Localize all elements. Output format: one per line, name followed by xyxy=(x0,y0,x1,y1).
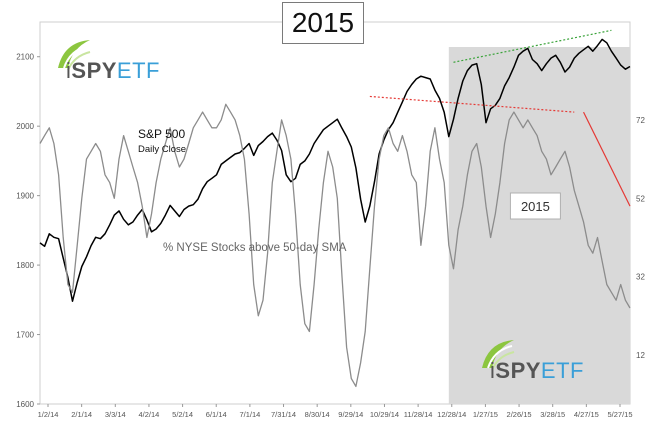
sp500-sublabel: Daily Close xyxy=(138,144,186,155)
shaded-region-label-box xyxy=(509,192,561,220)
x-tick-label: 4/27/15 xyxy=(574,410,599,419)
shaded-region-label: 2015 xyxy=(521,199,550,214)
x-tick-label: 2/1/14 xyxy=(71,410,92,419)
x-tick-label: 5/2/14 xyxy=(172,410,193,419)
logo-swoosh-icon xyxy=(482,340,515,371)
x-tick-label: 5/27/15 xyxy=(607,410,632,419)
shaded-region-2015 xyxy=(448,47,630,404)
y-left-tick-label: 1700 xyxy=(16,331,34,340)
y-right-tick-label: 32 xyxy=(636,273,645,282)
logo-spy: SPY xyxy=(495,358,541,383)
y-right-tick-label: 72 xyxy=(636,116,645,125)
nyse-breadth-line xyxy=(39,103,631,388)
x-tick-label: 7/31/14 xyxy=(271,410,296,419)
logo-etf: ETF xyxy=(540,358,584,383)
x-tick-label: 6/1/14 xyxy=(206,410,227,419)
trendline-0 xyxy=(453,29,612,63)
y-left-tick-label: 1600 xyxy=(16,400,34,409)
x-tick-label: 10/29/14 xyxy=(370,410,399,419)
x-tick-label: 1/2/14 xyxy=(38,410,59,419)
x-tick-label: 4/2/14 xyxy=(139,410,160,419)
y-right-tick-label: 12 xyxy=(636,351,645,360)
x-tick-label: 11/28/14 xyxy=(404,410,433,419)
sp500-line xyxy=(39,38,631,302)
x-tick-label: 3/28/15 xyxy=(540,410,565,419)
logo-etf: ETF xyxy=(116,58,160,83)
y-left-tick-label: 1800 xyxy=(16,261,34,270)
y-left-tick-label: 2000 xyxy=(16,122,34,131)
y-right-tick-label: 52 xyxy=(636,194,645,203)
ispyetf-logo-top: iSPYETF xyxy=(52,38,172,90)
x-tick-label: 2/26/15 xyxy=(507,410,532,419)
x-tick-label: 7/1/14 xyxy=(239,410,260,419)
x-tick-label: 9/29/14 xyxy=(338,410,363,419)
logo-i: i xyxy=(490,358,496,383)
x-tick-label: 12/28/14 xyxy=(437,410,466,419)
logo-i: i xyxy=(66,58,72,83)
y-left-tick-label: 1900 xyxy=(16,192,34,201)
y-left-tick-label: 2100 xyxy=(16,53,34,62)
x-tick-label: 3/3/14 xyxy=(105,410,126,419)
trendline-2 xyxy=(583,111,631,207)
x-tick-label: 8/30/14 xyxy=(305,410,330,419)
logo-spy: SPY xyxy=(71,58,117,83)
chart-title: 2015 xyxy=(282,2,364,44)
nyse-breadth-label: % NYSE Stocks above 50-day SMA xyxy=(163,242,347,254)
logo-swoosh-icon xyxy=(58,40,91,71)
x-tick-label: 1/27/15 xyxy=(473,410,498,419)
ispyetf-logo-bottom: iSPYETF xyxy=(476,340,596,392)
sp500-label: S&P 500 xyxy=(138,127,185,141)
